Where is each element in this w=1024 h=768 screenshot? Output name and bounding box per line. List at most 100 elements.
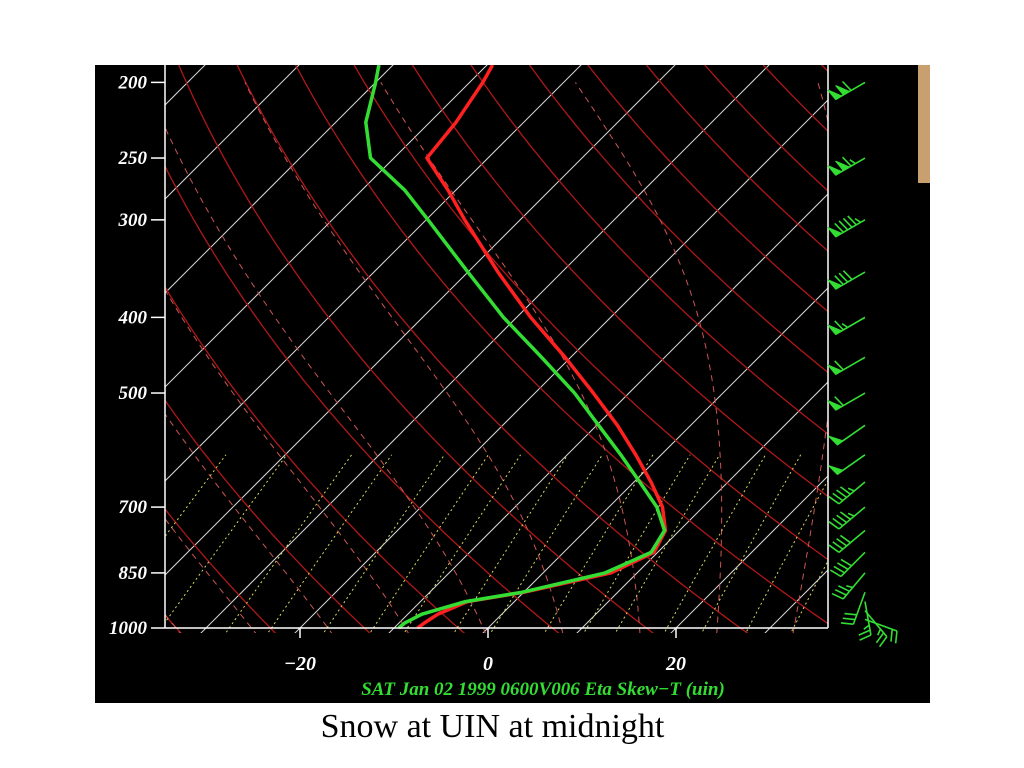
barb-staff [842,572,866,600]
isotherm-line [165,65,582,482]
skew-t-panel: 200 250 300 400 500 700 850 1000 −20 0 20 SAT Jan … [95,65,930,703]
wind-barb [864,618,898,644]
barb-feather [878,636,888,648]
barb-feather [854,217,862,224]
barb-feather [834,360,844,371]
dry-adiabat-line [353,65,828,561]
barb-feather [828,544,840,553]
barb-feather [875,632,885,644]
wind-barb [827,80,866,101]
isotherm-line [165,65,394,294]
dry-adiabat-line [528,65,828,374]
y-tick-label: 250 [118,148,148,169]
barb-feather [838,220,849,231]
barb-feather [838,272,849,283]
barb-feather [834,275,844,286]
dry-adiabat-line [294,65,828,625]
wind-barb [827,270,866,290]
wind-barb [827,156,866,176]
barb-feather [846,585,853,589]
barb-feather [833,565,845,574]
barb-flag [835,160,851,172]
barb-feather [877,628,882,636]
wind-barb [828,506,866,530]
mixing-ratio-line [453,454,569,633]
mixing-ratio-line [543,454,654,633]
wind-barbs [827,80,898,648]
dry-adiabat-line [804,65,930,644]
isotherm-line [482,287,828,633]
moist-adiabat-line [574,82,723,633]
scrollbar-handle[interactable] [918,65,930,183]
barb-staff [840,551,866,577]
moist-adiabat-line [165,126,486,633]
mixing-ratio-line [267,454,393,633]
y-tick-label: 500 [119,383,148,404]
barb-flag [835,85,851,96]
y-tick-label: 1000 [109,618,148,639]
isotherm-line [200,65,770,633]
wind-barb [829,551,866,578]
barb-feather [858,629,871,636]
wind-barb [827,215,866,238]
wind-barb [828,529,866,553]
y-tick-label: 850 [119,563,148,584]
barb-feather [842,270,853,281]
dry-adiabat-line [95,65,96,644]
dry-adiabat-line [236,65,749,633]
skew-t-diagram: 200 250 300 400 500 700 850 1000 −20 0 20 SAT Jan … [95,65,930,700]
dry-adiabat-line [177,65,655,633]
barb-feather [894,630,898,644]
mixing-ratio-line [663,454,766,633]
dry-adiabat-line [411,65,828,498]
barb-feather [890,629,894,642]
barb-staff [838,481,866,505]
barb-feather [834,396,844,407]
barb-feather [834,320,844,331]
barb-feather [844,612,857,616]
temperature-profile-line [416,65,668,630]
mixing-ratio-line [323,454,445,633]
sounding-series [364,65,668,630]
barb-feather [837,562,849,571]
barb-feather [836,514,848,524]
dry-adiabat-line [703,65,828,192]
barb-feather [839,511,851,520]
dry-adiabat-line [587,65,828,313]
moist-adiabat-line [165,413,333,633]
barb-flag [827,165,843,176]
y-tick-label: 700 [119,497,148,518]
barb-feather [828,521,840,530]
barb-feather [839,534,851,544]
wind-barb [831,572,866,600]
barb-feather [840,558,852,567]
barb-feather [847,487,855,492]
barb-feather [828,495,840,505]
barb-feather [832,517,844,527]
dry-adiabat-line [762,65,828,133]
barb-staff [838,506,866,530]
barb-flag [827,279,843,290]
barb-flag [827,364,843,375]
barb-feather [834,222,844,233]
wind-barb [827,316,866,336]
barb-staff [852,592,866,625]
wind-barb [840,592,866,626]
slide-caption: Snow at UIN at midnight [320,708,665,745]
y-tick-label: 300 [118,210,148,231]
barb-flag [828,465,844,475]
barb-staff [838,529,866,553]
mixing-ratio-line [225,454,353,633]
axes: 200 250 300 400 500 700 850 1000 −20 0 20 [109,65,829,675]
barb-feather [849,159,856,165]
mixing-ratio-line [701,454,802,633]
y-tick-label: 400 [118,307,148,328]
barb-feather [841,80,852,91]
isotherm-line [576,381,828,633]
isotherm-line [95,65,97,644]
dry-adiabat-line [165,164,560,633]
barb-feather [847,512,855,517]
wind-barb [828,481,866,505]
dry-adiabat-line [165,399,371,633]
barb-feather [832,492,844,502]
